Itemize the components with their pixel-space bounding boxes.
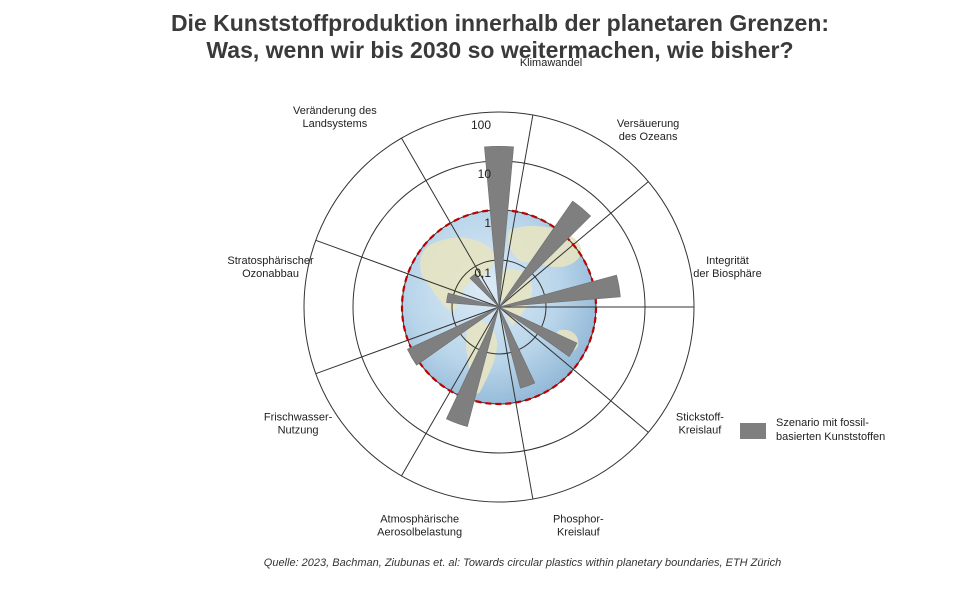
bar-2 [498, 200, 591, 308]
chart-title: Die Kunststoffproduktion innerhalb der p… [0, 10, 960, 64]
globe-land-1 [420, 237, 495, 312]
radial-tick-1: 0,1 [474, 266, 491, 280]
category-label-4-line-2: Kreislauf [679, 425, 723, 437]
category-label-2-line-2: des Ozeans [619, 131, 678, 143]
grid-spoke-8 [315, 239, 500, 308]
category-label-4: Stickstoff-Kreislauf [676, 412, 724, 437]
legend-text: Szenario mit fossil- basierten Kunststof… [776, 416, 916, 444]
bars-layer [407, 145, 621, 427]
legend: Szenario mit fossil- basierten Kunststof… [740, 416, 916, 444]
category-label-2-line-1: Versäuerung [617, 118, 679, 130]
category-label-5-line-1: Phosphor- [553, 514, 604, 526]
chart-title-line-1: Die Kunststoffproduktion innerhalb der p… [170, 10, 830, 36]
bar-4 [498, 306, 578, 357]
bar-6 [445, 306, 500, 427]
bar-3 [498, 274, 621, 308]
bar-1 [484, 145, 514, 308]
category-label-1-line-1: Klimawandel [520, 57, 582, 69]
category-label-3-line-1: Integrität [706, 255, 749, 267]
category-label-5: Phosphor-Kreislauf [553, 514, 604, 539]
category-label-7-line-1: Frischwasser- [264, 412, 333, 424]
category-label-4-line-1: Stickstoff- [676, 412, 724, 424]
category-label-3-line-2: der Biosphäre [693, 268, 762, 280]
category-label-7: Frischwasser-Nutzung [264, 412, 333, 437]
radial-tick-2: 1 [484, 216, 491, 230]
source-note: Quelle: 2023, Bachman, Ziubunas et. al: … [263, 557, 782, 569]
category-label-1: Klimawandel [520, 57, 582, 69]
legend-swatch [740, 423, 766, 439]
radial-tick-3: 10 [478, 167, 492, 181]
category-label-9-line-1: Veränderung des [293, 105, 377, 117]
bar-5 [498, 306, 536, 389]
chart-title-line-2: Was, wenn wir bis 2030 so weitermachen, … [206, 37, 794, 63]
legend-text-line-1: Szenario mit fossil- [776, 417, 869, 429]
category-label-5-line-2: Kreislauf [557, 527, 601, 539]
bar-9 [469, 273, 500, 308]
polar-grid [303, 111, 695, 503]
bar-8 [446, 292, 500, 308]
radial-tick-4: 100 [471, 118, 491, 132]
category-label-7-line-2: Nutzung [278, 425, 319, 437]
bar-7 [407, 306, 500, 366]
category-label-6-line-2: Aerosolbelastung [377, 527, 462, 539]
legend-text-line-2: basierten Kunststoffen [776, 431, 886, 443]
category-label-6-line-1: Atmosphärische [380, 514, 459, 526]
safe-boundary-circle [400, 208, 598, 406]
category-label-8-line-1: Stratosphärischer [227, 255, 314, 267]
category-label-9-line-2: Landsystems [302, 118, 367, 130]
radial-tick-labels: 0,1 1 10 100 [471, 118, 491, 280]
category-label-8-line-2: Ozonabbau [242, 268, 299, 280]
grid-spoke-4 [498, 306, 649, 433]
